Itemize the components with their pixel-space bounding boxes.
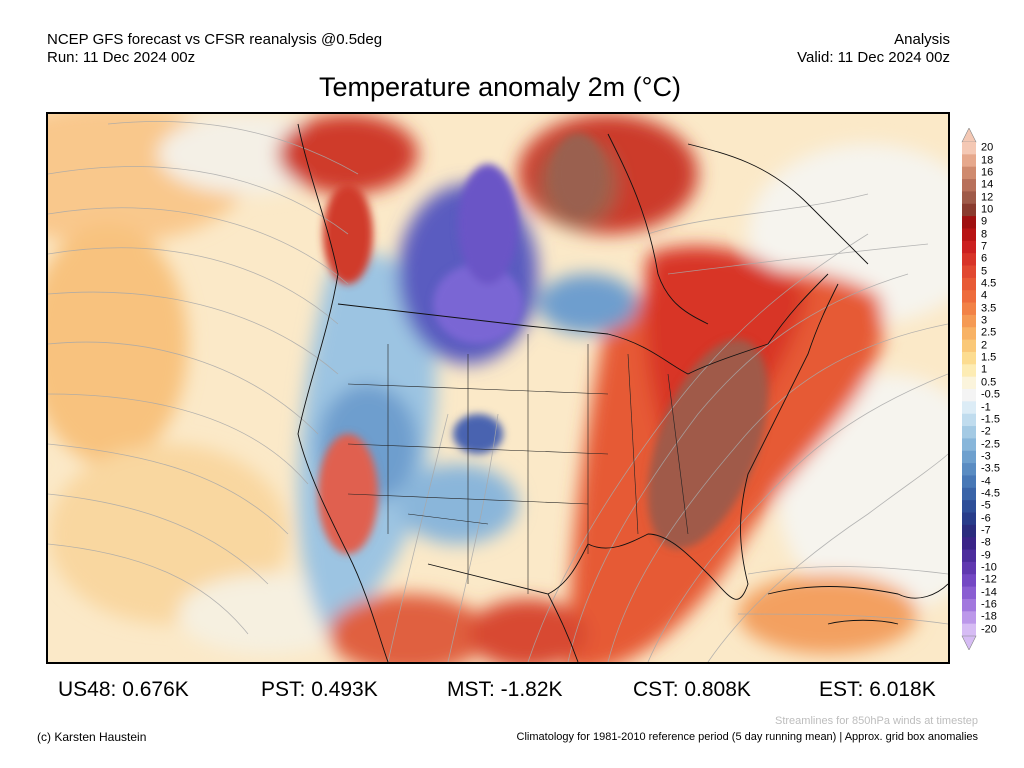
colorbar-swatch	[962, 598, 976, 612]
run-time: Run: 11 Dec 2024 00z	[47, 49, 196, 66]
colorbar-label: 5	[981, 265, 988, 278]
colorbar-label: 0.5	[981, 376, 997, 389]
colorbar-swatch	[962, 166, 976, 180]
colorbar-swatch	[962, 561, 976, 575]
colorbar-swatch	[962, 487, 976, 501]
climatology-note: Climatology for 1981-2010 reference peri…	[516, 731, 978, 743]
colorbar-swatch	[962, 549, 976, 563]
colorbar-swatch	[962, 351, 976, 365]
stat-cst: CST: 0.808K	[633, 678, 751, 701]
colorbar-swatch	[962, 586, 976, 600]
colorbar-swatch	[962, 611, 976, 625]
colorbar-swatch	[962, 240, 976, 254]
colorbar-swatch	[962, 524, 976, 538]
colorbar-label: 4.5	[981, 277, 997, 290]
copyright: (c) Karsten Haustein	[37, 730, 147, 744]
colorbar-swatch	[962, 339, 976, 353]
colorbar-swatch	[962, 450, 976, 464]
colorbar-label: -5	[981, 499, 991, 512]
colorbar-swatch	[962, 228, 976, 242]
colorbar-swatch	[962, 191, 976, 205]
colorbar-label: -7	[981, 524, 991, 537]
colorbar-label: -6	[981, 512, 991, 525]
colorbar-label: -12	[981, 573, 997, 586]
colorbar-label: -4	[981, 475, 991, 488]
model-description: NCEP GFS forecast vs CFSR reanalysis @0.…	[47, 31, 383, 48]
colorbar-label: 3.5	[981, 302, 997, 315]
colorbar-swatch	[962, 574, 976, 587]
analysis-label: Analysis	[894, 31, 950, 48]
colorbar-top-arrow	[961, 128, 977, 143]
colorbar-label: 6	[981, 252, 988, 265]
colorbar-label: 2	[981, 339, 988, 352]
colorbar-swatch	[962, 364, 976, 378]
colorbar-label: 12	[981, 191, 994, 204]
colorbar-swatch	[962, 500, 976, 513]
colorbar-swatch	[962, 463, 976, 476]
colorbar-swatch	[962, 216, 976, 229]
colorbar-label: -10	[981, 561, 997, 574]
colorbar-label: -4.5	[981, 487, 1000, 500]
colorbar-label: 16	[981, 166, 994, 179]
stat-us48: US48: 0.676K	[58, 678, 189, 701]
colorbar-swatch	[962, 290, 976, 303]
colorbar-swatch	[962, 265, 976, 279]
colorbar-label: -3.5	[981, 462, 1000, 475]
colorbar-label: 20	[981, 141, 994, 154]
colorbar-label: 14	[981, 178, 994, 191]
colorbar-label: 8	[981, 228, 988, 241]
colorbar-label: -8	[981, 536, 991, 549]
colorbar-label: -1.5	[981, 413, 1000, 426]
colorbar-label: 1	[981, 363, 988, 376]
colorbar-label: -3	[981, 450, 991, 463]
colorbar-label: -14	[981, 586, 997, 599]
colorbar-swatch	[962, 253, 976, 266]
colorbar-label: -16	[981, 598, 997, 611]
colorbar-label: -20	[981, 623, 997, 636]
colorbar-swatch	[962, 512, 976, 526]
colorbar-swatch	[962, 154, 976, 168]
colorbar-swatch	[962, 203, 976, 217]
colorbar-label: 1.5	[981, 351, 997, 364]
colorbar-label: -2.5	[981, 438, 1000, 451]
colorbar-label: 9	[981, 215, 988, 228]
colorbar-swatch	[962, 475, 976, 489]
stat-est: EST: 6.018K	[819, 678, 936, 701]
colorbar-swatch	[962, 438, 976, 452]
colorbar-swatch	[962, 413, 976, 427]
colorbar-label: 3	[981, 314, 988, 327]
colorbar-label: -18	[981, 610, 997, 623]
valid-time: Valid: 11 Dec 2024 00z	[797, 49, 950, 66]
colorbar-label: -2	[981, 425, 991, 438]
stat-mst: MST: -1.82K	[447, 678, 563, 701]
colorbar	[961, 128, 977, 650]
colorbar-swatch	[962, 302, 976, 316]
colorbar-label: 7	[981, 240, 988, 253]
colorbar-swatch	[962, 327, 976, 340]
colorbar-swatch	[962, 142, 976, 155]
colorbar-label: 18	[981, 154, 994, 167]
colorbar-label: 4	[981, 289, 988, 302]
colorbar-swatch	[962, 401, 976, 415]
colorbar-label: -9	[981, 549, 991, 562]
map-title: Temperature anomaly 2m (°C)	[319, 72, 681, 102]
colorbar-bottom-arrow	[961, 635, 977, 650]
colorbar-swatch	[962, 376, 976, 390]
colorbar-label: -0.5	[981, 388, 1000, 401]
colorbar-label: 2.5	[981, 326, 997, 339]
colorbar-swatch	[962, 277, 976, 291]
stat-pst: PST: 0.493K	[261, 678, 378, 701]
colorbar-labels: 20 18 16 14 12 10 9 8 7 6 5 4.5 4 3.5 3 2.5 2 1.5 1 0.5 -0.5…	[981, 128, 1021, 650]
colorbar-label: 10	[981, 203, 994, 216]
colorbar-swatch	[962, 314, 976, 328]
streamlines-note: Streamlines for 850hPa winds at timestep	[775, 715, 978, 727]
colorbar-swatch	[962, 426, 976, 439]
colorbar-swatch	[962, 389, 976, 402]
anomaly-map-graphic	[48, 114, 948, 662]
colorbar-swatch	[962, 623, 976, 637]
anomaly-map	[46, 112, 950, 664]
colorbar-swatch	[962, 537, 976, 550]
colorbar-label: -1	[981, 401, 991, 414]
colorbar-swatch	[962, 179, 976, 192]
